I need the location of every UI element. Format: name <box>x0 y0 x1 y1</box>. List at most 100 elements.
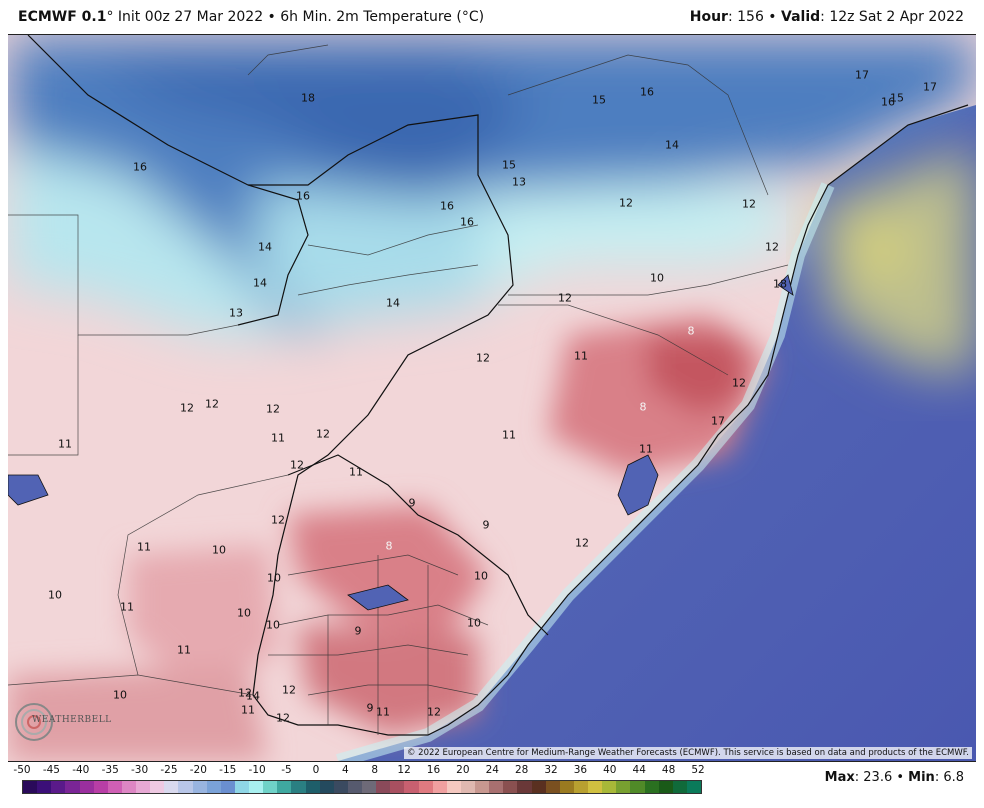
contour-label: 14 <box>258 240 272 254</box>
contour-label: 12 <box>765 240 779 254</box>
contour-label: 11 <box>502 428 516 442</box>
init-text: ° Init 00z 27 Mar 2022 • 6h Min. 2m Temp… <box>106 9 485 25</box>
scale-tick-label: -50 <box>13 764 31 776</box>
contour-label: 11 <box>177 643 191 657</box>
scale-swatch <box>121 781 136 793</box>
scale-swatch <box>347 781 362 793</box>
contour-label: 12 <box>476 351 490 365</box>
scale-tick-label: -10 <box>248 764 266 776</box>
scale-swatch <box>446 781 461 793</box>
scale-swatch <box>79 781 94 793</box>
contour-label: 15 <box>592 93 606 107</box>
contour-label: 17 <box>923 80 937 94</box>
scale-tick-label: 32 <box>544 764 558 776</box>
scale-swatch <box>672 781 687 793</box>
weatherbell-logo: WEATHERBELL <box>14 701 111 743</box>
scale-swatch <box>277 781 292 793</box>
model-name: ECMWF 0.1 <box>18 9 107 25</box>
contour-label: 14 <box>253 276 267 290</box>
contour-label: 9 <box>482 518 490 532</box>
scale-swatch <box>150 781 165 793</box>
scale-swatch <box>686 781 701 793</box>
scale-swatch <box>630 781 645 793</box>
contour-label: 16 <box>460 215 474 229</box>
scale-swatch <box>93 781 108 793</box>
contour-label: 15 <box>502 158 516 172</box>
scale-tick-label: -25 <box>160 764 178 776</box>
scale-swatch <box>51 781 66 793</box>
swirl-icon <box>15 703 53 741</box>
scale-tick-label: -35 <box>101 764 119 776</box>
contour-label: 9 <box>366 701 374 715</box>
coastline <box>252 104 969 736</box>
scale-tick-label: 36 <box>573 764 588 776</box>
temperature-map[interactable]: 17 17 16 15 15 16 18 16 14 15 13 12 12 16 16 16 14 12 14 10… <box>8 34 976 762</box>
scale-swatch <box>319 781 334 793</box>
contour-label: 12 <box>266 402 280 416</box>
contour-label: 15 <box>890 91 904 105</box>
contour-label: 11 <box>241 703 255 717</box>
scale-tick-label: 24 <box>485 764 499 776</box>
ocean-area <box>338 105 976 761</box>
scale-tick-label: 0 <box>312 764 320 776</box>
copyright-notice: © 2022 European Centre for Medium-Range … <box>403 747 972 759</box>
state-borders <box>8 44 789 735</box>
scale-swatch <box>305 781 320 793</box>
contour-label: 11 <box>376 705 390 719</box>
contour-label: 12 <box>271 513 285 527</box>
scale-tick-label: -40 <box>72 764 90 776</box>
valid-label: Valid <box>781 9 821 25</box>
scale-tick-label: 20 <box>456 764 470 776</box>
contour-label: 14 <box>246 689 260 703</box>
logo-text: WEATHERBELL <box>32 715 112 725</box>
scale-swatch <box>475 781 490 793</box>
contour-label: 10 <box>467 616 481 630</box>
scale-swatch <box>376 781 391 793</box>
warm-cores <box>8 315 768 761</box>
contour-label: 8 <box>639 400 647 414</box>
hour-value: : 156 • <box>727 9 782 25</box>
scale-swatch <box>489 781 504 793</box>
contour-label: 9 <box>354 624 362 638</box>
scale-swatch <box>164 781 179 793</box>
scale-swatch <box>23 781 38 793</box>
contour-label: 17 <box>855 68 869 82</box>
contour-label: 11 <box>271 431 285 445</box>
scale-tick-label: 48 <box>661 764 676 776</box>
contour-label: 10 <box>212 543 226 557</box>
contour-label: 14 <box>386 296 400 310</box>
scale-swatch <box>220 781 235 793</box>
contour-label: 10 <box>113 688 127 702</box>
contour-label: 12 <box>282 683 296 697</box>
contour-label: 10 <box>474 569 488 583</box>
contour-label: 12 <box>575 536 589 550</box>
scale-tick-label: 4 <box>341 764 349 776</box>
scale-tick-label: -20 <box>189 764 207 776</box>
contour-label: 9 <box>408 496 416 510</box>
color-scale: -50 -45 -40 -35 -30 -25 -20 -15 -10 -5 0 4 8 12 16 20 24… <box>13 762 705 802</box>
contour-label: 14 <box>665 138 679 152</box>
scale-swatch <box>531 781 546 793</box>
scale-swatch <box>404 781 419 793</box>
scale-swatch <box>390 781 405 793</box>
scale-swatch <box>234 781 249 793</box>
contour-label: 12 <box>427 705 441 719</box>
contour-label: 12 <box>180 401 194 415</box>
contour-label: 12 <box>619 196 633 210</box>
scale-swatch <box>517 781 532 793</box>
contour-label: 16 <box>440 199 454 213</box>
contour-label: 10 <box>48 588 62 602</box>
contour-label: 11 <box>349 465 363 479</box>
contour-label: 12 <box>742 197 756 211</box>
contour-label: 12 <box>238 686 252 700</box>
contour-label: 12 <box>276 711 290 725</box>
contour-label: 16 <box>881 95 895 109</box>
scale-swatch <box>559 781 574 793</box>
contour-label: 8 <box>385 539 393 553</box>
contour-label: 16 <box>296 189 310 203</box>
scale-swatch <box>588 781 603 793</box>
header-title: ECMWF 0.1° Init 00z 27 Mar 2022 • 6h Min… <box>18 0 484 34</box>
contour-label: 11 <box>120 600 134 614</box>
scale-swatch <box>249 781 264 793</box>
map-header: ECMWF 0.1° Init 00z 27 Mar 2022 • 6h Min… <box>0 0 984 34</box>
